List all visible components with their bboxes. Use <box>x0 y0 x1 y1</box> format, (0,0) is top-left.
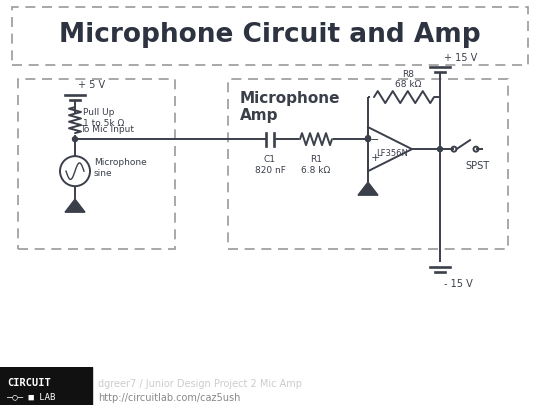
Text: Microphone
Amp: Microphone Amp <box>240 91 341 123</box>
Text: Pull Up
1 to 5k Ω: Pull Up 1 to 5k Ω <box>83 109 124 128</box>
Polygon shape <box>358 182 378 195</box>
Bar <box>0 367 92 405</box>
Text: dgreer7 / Junior Design Project 2 Mic Amp: dgreer7 / Junior Design Project 2 Mic Am… <box>98 379 302 389</box>
Circle shape <box>366 136 370 141</box>
Circle shape <box>72 136 78 142</box>
Text: C1
820 nF: C1 820 nF <box>254 155 286 175</box>
Text: http://circuitlab.com/caz5ush: http://circuitlab.com/caz5ush <box>98 393 240 403</box>
Text: R8
68 kΩ: R8 68 kΩ <box>395 70 421 89</box>
Bar <box>228 79 508 249</box>
Bar <box>18 79 175 249</box>
Text: —○— ■ LAB: —○— ■ LAB <box>7 392 56 401</box>
Text: +: + <box>370 153 380 163</box>
Text: + 5 V: + 5 V <box>78 80 105 90</box>
Text: R1
6.8 kΩ: R1 6.8 kΩ <box>301 155 330 175</box>
Text: CIRCUIT: CIRCUIT <box>7 378 51 388</box>
Polygon shape <box>65 199 85 212</box>
Text: Microphone
sine: Microphone sine <box>94 158 147 178</box>
Text: - 15 V: - 15 V <box>444 279 472 289</box>
Text: LF356N: LF356N <box>376 149 408 158</box>
Text: To Mic Input: To Mic Input <box>80 125 134 134</box>
Circle shape <box>437 147 442 151</box>
Circle shape <box>366 136 370 142</box>
Text: Microphone Circuit and Amp: Microphone Circuit and Amp <box>59 22 481 48</box>
Text: SPST: SPST <box>465 161 489 171</box>
Bar <box>12 7 528 65</box>
Text: −: − <box>370 135 380 145</box>
Text: + 15 V: + 15 V <box>444 53 477 63</box>
